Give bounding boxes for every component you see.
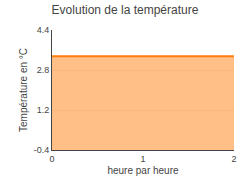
svg-text:0: 0 xyxy=(49,154,54,164)
svg-text:heure par heure: heure par heure xyxy=(107,165,179,176)
svg-text:-0.4: -0.4 xyxy=(34,145,50,155)
svg-text:Température en °C: Température en °C xyxy=(18,48,29,132)
svg-text:2: 2 xyxy=(231,154,236,164)
svg-text:2.8: 2.8 xyxy=(37,65,50,75)
svg-text:Evolution de la température: Evolution de la température xyxy=(52,3,199,17)
svg-text:1.2: 1.2 xyxy=(37,105,50,115)
svg-text:4.4: 4.4 xyxy=(37,25,50,35)
svg-text:1: 1 xyxy=(140,154,145,164)
